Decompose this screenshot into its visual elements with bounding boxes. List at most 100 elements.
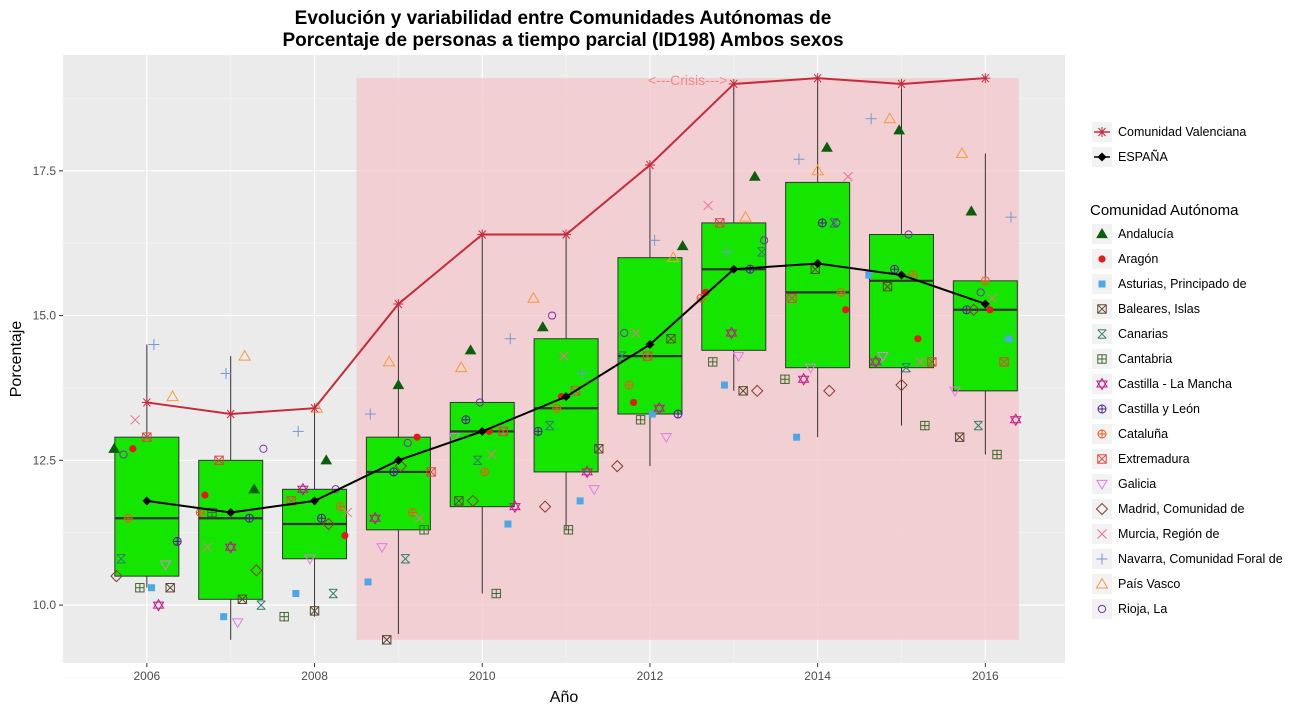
point-asturias-principado-de [1005, 335, 1013, 343]
point-extremadura [214, 455, 224, 466]
legend-label-rioja-la: Rioja, La [1118, 602, 1167, 616]
series-point-espana [729, 264, 739, 274]
point-cantabria [419, 525, 429, 535]
point-aragon [629, 398, 638, 407]
point-castilla-y-leon [533, 426, 543, 436]
point-galicia [159, 560, 172, 571]
point-asturias-principado-de [504, 520, 512, 528]
point-madrid-comunidad-de [538, 500, 552, 513]
legend-marker-aragon [1098, 255, 1106, 263]
point-rioja-la [976, 288, 985, 297]
point-rioja-la [904, 230, 913, 239]
point-castilla-la-mancha [725, 326, 738, 340]
point-canarias [901, 362, 911, 373]
point-rioja-la [547, 311, 557, 320]
x-tick-label: 2012 [637, 669, 664, 683]
point-baleares-islas [237, 594, 248, 605]
point-andalucia [536, 321, 549, 332]
points-castilla-y-leon [172, 218, 972, 546]
point-asturias-principado-de [364, 578, 372, 586]
point-cataluna [980, 276, 990, 286]
series-espana [142, 258, 990, 517]
point-asturias-principado-de [648, 410, 656, 418]
box-iqr [701, 222, 767, 351]
box-iqr [198, 459, 264, 600]
legend-marker-cataluna [1097, 429, 1107, 439]
legend-marker-castilla-la-mancha [1096, 377, 1108, 391]
legend-marker-extremadura [1097, 454, 1107, 464]
point-cantabria [491, 588, 501, 599]
point-navarra-comunidad-foral-de [504, 333, 516, 345]
point-cataluna [836, 287, 846, 297]
point-rioja-la [119, 450, 128, 459]
point-andalucia [893, 124, 906, 135]
series-point-espana [142, 496, 152, 506]
point-extremadura [927, 357, 937, 367]
point-andalucia [965, 205, 978, 216]
series-point-comunidad-valenciana [896, 78, 907, 89]
boxplots [114, 78, 1018, 640]
legend-label-pais-vasco: País Vasco [1118, 577, 1180, 591]
legend: Comunidad Valenciana ESPAÑA Comunidad Autó… [1090, 122, 1283, 619]
point-galicia [732, 352, 745, 363]
point-castilla-la-mancha [509, 500, 521, 514]
point-murcia-region-de [987, 293, 998, 304]
point-canarias [829, 218, 839, 228]
x-tick-label: 2016 [972, 669, 999, 683]
x-axis-ticks: 2006 2008 2010 2012 2014 2016 [133, 663, 999, 683]
legend-label-navarra-comunidad-foral-de: Navarra, Comunidad Foral de [1118, 552, 1283, 566]
point-canarias [400, 554, 410, 564]
point-pais-vasco [666, 251, 680, 263]
legend-label-baleares-islas: Baleares, Islas [1118, 302, 1200, 316]
legend-label-galicia: Galicia [1118, 477, 1156, 491]
point-murcia-region-de [414, 513, 425, 524]
point-madrid-comunidad-de [466, 494, 480, 508]
box-2014 [785, 78, 851, 438]
points-extremadura [142, 218, 1009, 506]
point-pais-vasco [454, 361, 468, 373]
x-tick-label: 2014 [804, 669, 831, 683]
point-galicia [949, 386, 961, 397]
point-castilla-la-mancha [369, 511, 381, 525]
points-castilla-la-mancha [152, 326, 1022, 612]
point-murcia-region-de [558, 351, 569, 361]
point-pais-vasco [238, 349, 252, 361]
series-point-comunidad-valenciana [561, 229, 572, 240]
point-cataluna [335, 502, 345, 512]
legend-label-espana: ESPAÑA [1118, 150, 1168, 164]
point-murcia-region-de [130, 414, 141, 425]
point-navarra-comunidad-foral-de [576, 367, 588, 379]
legend-series: Comunidad Valenciana ESPAÑA [1092, 122, 1246, 167]
point-navarra-comunidad-foral-de [721, 246, 733, 258]
point-baleares-islas [738, 386, 748, 396]
point-canarias [473, 455, 483, 466]
points-andalucia [108, 124, 978, 494]
point-galicia [804, 363, 817, 374]
point-castilla-y-leon [673, 409, 683, 419]
legend-marker-baleares-islas [1097, 304, 1107, 314]
legend-label-castilla-y-leon: Castilla y León [1118, 402, 1200, 416]
chart-title: Evolución y variabilidad entre Comunidad… [282, 8, 843, 51]
point-aragon [702, 288, 710, 297]
point-madrid-comunidad-de [322, 517, 335, 531]
legend-label-murcia-region-de: Murcia, Región de [1118, 527, 1219, 541]
legend-marker-andalucia [1096, 228, 1108, 239]
point-rioja-la [259, 444, 268, 453]
point-cantabria [780, 374, 790, 384]
point-pais-vasco [955, 146, 969, 158]
point-cantabria [635, 415, 646, 425]
point-castilla-la-mancha [653, 401, 666, 415]
legend-marker-rioja-la [1097, 604, 1107, 614]
point-castilla-la-mancha [797, 372, 810, 386]
box-iqr [114, 436, 180, 577]
chart-title-line-1: Evolución y variabilidad entre Comunidad… [295, 8, 832, 29]
point-castilla-y-leon [172, 536, 182, 546]
point-pais-vasco [883, 112, 897, 124]
points-cataluna [123, 270, 990, 523]
point-madrid-comunidad-de [823, 384, 836, 398]
point-madrid-comunidad-de [895, 378, 908, 392]
point-baleares-islas [309, 606, 320, 616]
point-canarias [545, 420, 555, 431]
box-2015 [868, 83, 934, 426]
legend-regions: Comunidad Autónoma Andalucía Aragón Asturia… [1090, 202, 1283, 619]
